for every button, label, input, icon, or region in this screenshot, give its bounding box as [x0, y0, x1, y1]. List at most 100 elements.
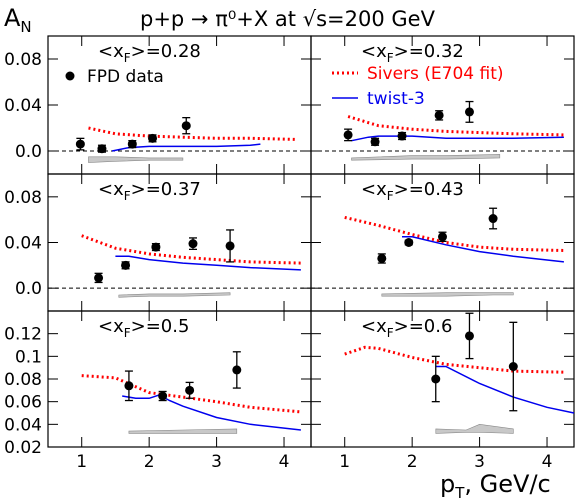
systematic-band [351, 154, 501, 161]
legend-sivers-label: Sivers (E704 fit) [367, 64, 504, 84]
y-tick-label: 0.0 [15, 142, 42, 162]
panel-xf-label: <xF>=0.6 [361, 316, 452, 340]
panel-xf-label-sub: F [124, 51, 131, 65]
data-point [185, 385, 195, 395]
y-tick-label: 0.02 [4, 438, 42, 458]
panel-xf-label-sub: F [124, 326, 131, 340]
y-tick-label: 0.08 [4, 50, 42, 70]
panel-xf-05: 0.02 0.040.06 0.08 0.10.12 1 2 3 4 <xF>=0.5 [4, 310, 312, 472]
data-point [151, 242, 161, 252]
data-point [148, 133, 158, 143]
systematic-band [118, 292, 231, 298]
x-axis-label-sub: T [454, 484, 465, 500]
panel-xf-06: 1 2 3 4 <xF>=0.6 [310, 310, 575, 472]
y-tick-label: 0.08 [4, 370, 42, 390]
panel-xf-037: 0.0 0.04 0.08 <xF>=0.37 [4, 173, 312, 312]
sivers-curve [344, 215, 564, 252]
systematic-band [381, 292, 514, 297]
panel-xf-label: <xF>=0.43 [361, 179, 464, 203]
x-tick-label: 1 [339, 452, 350, 472]
y-tick-label: 0.12 [4, 325, 42, 345]
y-tick-label: 0.08 [4, 188, 42, 208]
y-tick-label: 0.06 [4, 393, 42, 413]
systematic-band [88, 156, 184, 163]
data-point [397, 131, 407, 141]
data-point [431, 374, 441, 384]
panel-xf-label: <xF>=0.37 [98, 179, 201, 203]
legend-twist3-label: twist-3 [367, 89, 425, 109]
y-tick-label: 0.1 [15, 347, 42, 367]
x-axis-label: pT, GeV/c [440, 470, 551, 500]
data-point [434, 110, 444, 120]
y-tick-label: 0.04 [4, 234, 42, 254]
data-point [94, 273, 104, 283]
data-point [464, 107, 474, 117]
twist3-curve [115, 255, 301, 271]
legend-curves: Sivers (E704 fit) twist-3 [332, 64, 504, 109]
data-point [464, 331, 474, 341]
x-tick-label: 4 [279, 452, 290, 472]
data-point [225, 241, 235, 251]
legend-data-marker [65, 71, 75, 81]
data-point [232, 365, 242, 375]
panel-xf-label-value: >=0.6 [394, 316, 453, 337]
data-point [124, 381, 134, 391]
x-tick-label: 2 [144, 452, 155, 472]
panel-xf-label-prefix: <x [361, 41, 387, 62]
panel-xf-label: <xF>=0.5 [98, 316, 189, 340]
panel-xf-label-value: >=0.37 [131, 179, 201, 200]
panel-xf-label-value: >=0.32 [394, 41, 464, 62]
twist3-curve [122, 394, 301, 431]
systematic-band [128, 428, 238, 434]
twist3-curve [435, 365, 575, 414]
twist3-curve [402, 236, 564, 263]
x-tick-label: 1 [76, 452, 87, 472]
sivers-curve [347, 115, 564, 137]
y-axis-label: AN [4, 4, 32, 36]
panel-xf-label-prefix: <x [361, 316, 387, 337]
panel-xf-label-sub: F [387, 326, 394, 340]
x-tick-label: 4 [542, 452, 553, 472]
systematic-band [435, 423, 514, 434]
data-point [75, 139, 85, 149]
panel-xf-label-value: >=0.43 [394, 179, 464, 200]
panel-xf-label-value: >=0.5 [131, 316, 190, 337]
y-axis-label-sub: N [20, 18, 31, 36]
data-point [438, 232, 447, 242]
legend-data: FPD data [65, 67, 164, 87]
panel-xf-label-sub: F [124, 189, 131, 203]
data-point [343, 130, 353, 140]
panel-xf-label: <xF>=0.32 [361, 41, 464, 65]
data-point [377, 253, 387, 263]
panel-xf-label-sub: F [387, 51, 394, 65]
sivers-curve [88, 126, 298, 141]
data-point [97, 144, 107, 154]
x-tick-label: 2 [407, 452, 418, 472]
panel-xf-label-sub: F [387, 189, 394, 203]
x-tick-label: 3 [474, 452, 485, 472]
data-point [188, 239, 198, 249]
x-tick-label: 3 [211, 452, 222, 472]
panel-xf-label-prefix: <x [98, 316, 124, 337]
panel-xf-028: 0.0 0.04 0.08 <xF>=0.28 [4, 35, 312, 175]
data-point [121, 260, 131, 270]
y-tick-label: 0.04 [4, 415, 42, 435]
y-tick-label: 0.0 [15, 279, 42, 299]
panel-xf-label: <xF>=0.28 [98, 41, 201, 65]
panel-xf-label-prefix: <x [98, 179, 124, 200]
twist3-curve [351, 135, 564, 142]
sivers-curve [81, 234, 301, 265]
data-point [488, 214, 498, 224]
data-point [508, 362, 518, 372]
panel-xf-label-prefix: <x [361, 179, 387, 200]
chart-title: p+p → π⁰+X at √s=200 GeV [140, 7, 436, 31]
y-tick-label: 0.04 [4, 96, 42, 116]
panel-xf-label-value: >=0.28 [131, 41, 201, 62]
panel-xf-032: <xF>=0.32 [310, 35, 575, 175]
data-point [404, 238, 414, 247]
data-point [370, 137, 380, 147]
data-point [127, 139, 137, 149]
panel-xf-043: <xF>=0.43 [310, 173, 575, 312]
data-point [158, 391, 168, 401]
